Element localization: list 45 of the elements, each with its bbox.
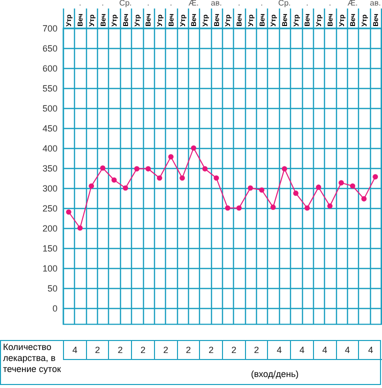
text: Количество лекарства, в течение суток: [3, 342, 61, 375]
text: Ср.: [278, 0, 291, 8]
text: .: [170, 0, 172, 8]
data-label: 2: [154, 341, 177, 360]
text: .: [147, 0, 150, 8]
data-label: 4: [63, 341, 86, 360]
data-label: 2: [199, 341, 222, 360]
text: .: [306, 0, 308, 8]
data-label: 4: [358, 341, 382, 360]
y-tick-label: 400: [42, 144, 58, 154]
y-tick-label: 650: [42, 44, 58, 54]
y-tick-label: 300: [42, 184, 58, 194]
y-tick-label: 150: [42, 244, 58, 254]
text: ав.: [370, 0, 381, 8]
data-label: 4: [267, 341, 290, 360]
data-label: 2: [108, 341, 132, 360]
y-tick-label: 600: [42, 64, 58, 74]
text: .: [78, 0, 82, 8]
data-label: 4: [312, 341, 336, 360]
y-tick-label: 250: [42, 204, 58, 214]
y-tick-label: 450: [42, 124, 58, 134]
data-label: 4: [336, 341, 358, 360]
data-label: 2: [222, 341, 245, 360]
y-tick-label: 100: [42, 264, 58, 274]
y-tick-label: 0: [52, 304, 58, 314]
text: .: [328, 0, 332, 8]
text: Æ.: [188, 0, 199, 8]
data-label: 2: [244, 341, 268, 360]
text: Æ.: [348, 0, 358, 8]
data-label: 4: [290, 341, 313, 360]
y-tick-label: 50: [47, 284, 58, 294]
data-label: 2: [131, 341, 154, 360]
data-label: 2: [86, 341, 108, 360]
y-tick-label: 200: [42, 224, 58, 234]
y-tick-label: 500: [42, 104, 58, 114]
text: (вход/день): [251, 369, 299, 379]
text: Ср.: [119, 0, 132, 8]
data-label: 2: [176, 341, 200, 360]
text: .: [102, 0, 104, 8]
y-tick-label: 550: [42, 84, 58, 94]
text: .: [238, 0, 240, 8]
text: .: [260, 0, 263, 8]
y-tick-label: 350: [42, 164, 58, 174]
y-tick-label: 700: [42, 24, 58, 34]
text: ав.: [210, 0, 222, 8]
